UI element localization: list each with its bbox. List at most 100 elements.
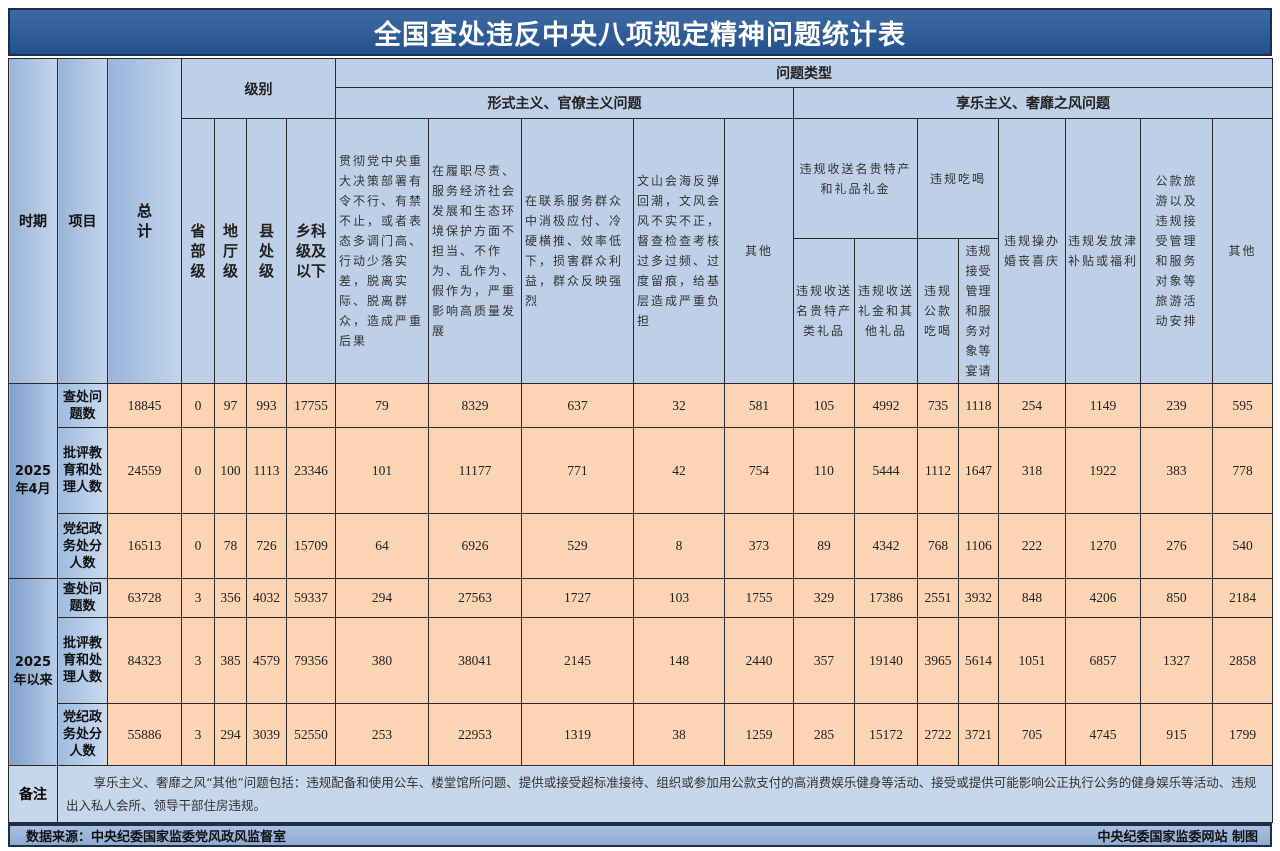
cell-hedonism-other: 540: [1211, 513, 1274, 579]
cell-hedonism-other: 778: [1211, 427, 1274, 514]
item-label: 党纪政务处分人数: [62, 521, 102, 571]
cell-travel: 239: [1140, 383, 1213, 428]
cell-formalism-4: 38: [633, 703, 725, 766]
cell-formalism-other: 1259: [724, 703, 794, 766]
header-level: 级别: [181, 58, 336, 119]
cell-level-county: 993: [246, 383, 287, 428]
cell-gifts-specialties: 110: [793, 427, 855, 514]
cell-formalism-1: 253: [335, 703, 429, 766]
cell-hedonism-other: 2858: [1211, 617, 1274, 704]
cell-level-prefecture: 294: [214, 703, 247, 766]
cell-formalism-4: 42: [633, 427, 725, 514]
data-source: 数据来源：中央纪委国家监委党风政风监督室: [26, 830, 287, 845]
cell-gifts-specialties: 89: [793, 513, 855, 579]
header-dining: 违规吃喝: [917, 118, 999, 239]
header-travel: 公款旅游以及违规接受管理和服务对象等旅游活动安排: [1140, 118, 1213, 384]
cell-dining-public: 768: [917, 513, 959, 579]
header-item: 项目: [57, 58, 108, 384]
item-cell: 查处问题数: [57, 383, 108, 428]
cell-allowances: 6857: [1065, 617, 1141, 704]
cell-level-prefecture: 97: [214, 383, 247, 428]
footer-bar: 数据来源：中央纪委国家监委党风政风监督室 中央纪委国家监委网站 制图: [8, 823, 1272, 847]
cell-travel: 276: [1140, 513, 1213, 579]
cell-formalism-2: 27563: [428, 578, 522, 618]
header-problem-type: 问题类型: [334, 58, 1274, 88]
cell-dining-banquet: 1647: [958, 427, 999, 514]
cell-level-county: 4032: [246, 578, 287, 618]
cell-formalism-1: 79: [335, 383, 429, 428]
cell-hedonism-other: 595: [1211, 383, 1274, 428]
header-allowances: 违规发放津补贴或福利: [1065, 118, 1141, 384]
cell-level-county: 1113: [246, 427, 287, 514]
cell-formalism-1: 101: [335, 427, 429, 514]
cell-travel: 1327: [1140, 617, 1213, 704]
cell-travel: 915: [1140, 703, 1213, 766]
cell-formalism-3: 637: [521, 383, 634, 428]
cell-level-prefecture: 385: [214, 617, 247, 704]
cell-formalism-3: 529: [521, 513, 634, 579]
cell-dining-banquet: 3932: [958, 578, 999, 618]
cell-travel: 383: [1140, 427, 1213, 514]
cell-formalism-4: 8: [633, 513, 725, 579]
cell-total: 63728: [107, 578, 182, 618]
cell-allowances: 1922: [1065, 427, 1141, 514]
cell-formalism-3: 2145: [521, 617, 634, 704]
header-level-province: 省部级: [181, 118, 215, 384]
cell-formalism-other: 373: [724, 513, 794, 579]
item-cell: 查处问题数: [57, 578, 108, 618]
table-row: 批评教育和处理人数 24559 0 100 1113 23346 101 11177 771 42…: [9, 427, 1274, 514]
stats-table: 时期 项目 总计 级别 问题类型 形式主义、官僚主义问题 享乐主义、奢靡之风问题…: [8, 58, 1274, 823]
cell-hedonism-other: 1799: [1211, 703, 1274, 766]
cell-dining-banquet: 1106: [958, 513, 999, 579]
cell-formalism-2: 38041: [428, 617, 522, 704]
header-level-prefecture: 地厅级: [214, 118, 247, 384]
cell-formalism-4: 148: [633, 617, 725, 704]
cell-formalism-1: 294: [335, 578, 429, 618]
item-cell: 批评教育和处理人数: [57, 617, 108, 704]
cell-gifts-specialties: 329: [793, 578, 855, 618]
cell-level-province: 0: [181, 427, 215, 514]
item-label: 查处问题数: [62, 582, 102, 614]
header-formalism-other: 其他: [724, 118, 794, 384]
cell-total: 16513: [107, 513, 182, 579]
header-formalism-2: 在履职尽责、服务经济社会发展和生态环境保护方面不担当、不作为、乱作为、假作为，严…: [428, 118, 522, 384]
cell-level-province: 0: [181, 383, 215, 428]
cell-gifts-specialties: 105: [793, 383, 855, 428]
cell-allowances: 1270: [1065, 513, 1141, 579]
cell-allowances: 1149: [1065, 383, 1141, 428]
cell-formalism-1: 380: [335, 617, 429, 704]
notes-text: 享乐主义、奢靡之风“其他”问题包括：违规配备和使用公车、楼堂馆所问题、提供或接受…: [66, 775, 1257, 813]
cell-weddings: 1051: [998, 617, 1066, 704]
cell-gifts-money: 17386: [854, 578, 918, 618]
period-cell: 2025年4月: [8, 383, 58, 579]
header-hedonism: 享乐主义、奢靡之风问题: [792, 87, 1274, 119]
cell-total: 18845: [107, 383, 182, 428]
header-weddings: 违规操办婚丧喜庆: [998, 118, 1066, 384]
table-row: 党纪政务处分人数 16513 0 78 726 15709 64 6926 529 8 373 89 4…: [9, 513, 1274, 579]
cell-level-province: 0: [181, 513, 215, 579]
header-formalism-4: 文山会海反弹回潮，文风会风不实不正，督查检查考核过多过频、过度留痕，给基层造成严…: [633, 118, 725, 384]
cell-level-prefecture: 356: [214, 578, 247, 618]
cell-level-province: 3: [181, 617, 215, 704]
cell-dining-public: 3965: [917, 617, 959, 704]
cell-formalism-3: 1727: [521, 578, 634, 618]
stats-sheet: 全国查处违反中央八项规定精神问题统计表 时期 项目 总计 级别 问题类型 形式主…: [8, 8, 1274, 847]
cell-level-township: 15709: [286, 513, 336, 579]
header-gifts-specialties: 违规收送名贵特产类礼品: [793, 238, 855, 384]
cell-dining-public: 2551: [917, 578, 959, 618]
header-gifts-money: 违规收送礼金和其他礼品: [854, 238, 918, 384]
item-cell: 党纪政务处分人数: [57, 703, 108, 766]
cell-formalism-other: 1755: [724, 578, 794, 618]
cell-dining-public: 735: [917, 383, 959, 428]
item-label: 批评教育和处理人数: [62, 636, 102, 685]
table-row: 2025年4月 查处问题数 18845 0 97 993 17755 79 8329 637 32 5…: [8, 383, 1274, 579]
item-label: 党纪政务处分人数: [62, 710, 102, 759]
cell-level-county: 3039: [246, 703, 287, 766]
cell-formalism-other: 754: [724, 427, 794, 514]
cell-formalism-4: 32: [633, 383, 725, 428]
cell-level-prefecture: 78: [214, 513, 247, 579]
header-gifts: 违规收送名贵特产和礼品礼金: [793, 118, 918, 239]
cell-dining-banquet: 5614: [958, 617, 999, 704]
table-row: 2025年以来 查处问题数 63728 3 356 4032 59337 294 27563 17…: [8, 578, 1274, 766]
header-dining-public: 违规公款吃喝: [917, 238, 959, 384]
